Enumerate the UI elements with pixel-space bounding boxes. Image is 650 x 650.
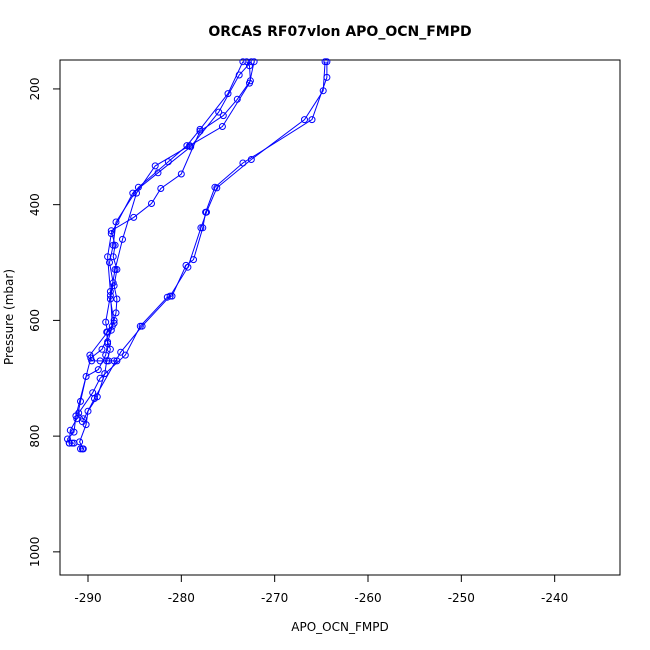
data-point (64, 435, 71, 443)
data-point (113, 357, 121, 365)
data-point (96, 357, 104, 365)
data-point (106, 292, 114, 299)
data-point (184, 263, 192, 271)
data-point (98, 345, 106, 353)
data-point (235, 71, 243, 79)
data-point (77, 445, 84, 453)
data-point (75, 409, 83, 417)
data-series (64, 58, 331, 453)
x-tick-label: -250 (448, 591, 475, 605)
data-point (239, 58, 247, 66)
data-point (78, 418, 86, 426)
x-tick-label: -280 (168, 591, 195, 605)
data-point (133, 189, 140, 197)
data-point (82, 373, 90, 380)
data-point (102, 318, 110, 326)
data-point (213, 184, 221, 192)
data-point (138, 322, 146, 330)
data-point (102, 351, 110, 359)
data-point (66, 426, 74, 434)
data-point (70, 428, 78, 436)
data-point (110, 282, 118, 290)
data-point (79, 415, 87, 423)
y-tick-label: 200 (28, 77, 42, 100)
data-point (107, 230, 115, 238)
data-point (111, 266, 119, 273)
data-point (108, 322, 116, 330)
data-point (250, 58, 258, 66)
data-point (166, 292, 174, 300)
data-point (101, 370, 109, 378)
data-point (106, 345, 114, 353)
data-point (157, 185, 165, 192)
y-tick-label: 600 (28, 309, 42, 332)
profile-series (86, 58, 258, 365)
data-point (130, 213, 138, 221)
profile-line (78, 61, 328, 420)
data-point (129, 189, 137, 197)
profile-series (64, 58, 255, 447)
data-point (117, 348, 125, 356)
profile-line (66, 61, 252, 444)
data-point (91, 395, 98, 402)
data-point (196, 125, 204, 133)
data-point (243, 58, 251, 66)
data-point (104, 328, 112, 336)
y-tick-label: 400 (28, 193, 42, 216)
data-point (308, 116, 316, 124)
data-point (197, 224, 205, 232)
chart-title: ORCAS RF07vlon APO_OCN_FMPD (208, 24, 471, 40)
data-point (148, 200, 155, 207)
x-axis: -290 -280 -270 -260 -250 -240 (74, 575, 568, 605)
data-point (319, 87, 327, 95)
x-tick-label: -240 (541, 591, 568, 605)
profile-series (78, 58, 329, 426)
data-point (111, 241, 119, 249)
data-point (94, 366, 102, 374)
y-tick-label: 1000 (28, 537, 42, 568)
data-point (246, 79, 253, 87)
data-point (151, 162, 159, 170)
data-point (119, 235, 126, 243)
data-point (104, 253, 112, 261)
data-point (70, 439, 78, 447)
x-tick-label: -290 (74, 591, 101, 605)
data-point (215, 108, 223, 116)
data-point (109, 241, 117, 249)
data-point (177, 170, 185, 178)
profile-line (81, 61, 326, 422)
x-tick-label: -260 (354, 591, 381, 605)
data-point (186, 142, 194, 150)
data-point (219, 112, 227, 120)
data-point (110, 357, 118, 365)
x-axis-label: APO_OCN_FMPD (291, 620, 388, 634)
profile-series (76, 58, 254, 453)
data-point (301, 116, 308, 124)
data-point (247, 58, 255, 66)
data-point (96, 374, 104, 382)
data-point (84, 407, 92, 415)
x-tick-label: -270 (261, 591, 288, 605)
data-point (87, 354, 95, 362)
y-tick-label: 800 (28, 425, 42, 448)
data-point (203, 208, 210, 216)
data-point (247, 156, 255, 163)
profile-line (68, 61, 244, 444)
data-point (79, 445, 87, 453)
profile-line (79, 61, 251, 450)
data-point (65, 439, 73, 447)
data-point (154, 169, 162, 177)
y-axis: 200 400 600 800 1000 (28, 77, 60, 567)
data-point (199, 224, 207, 232)
y-axis-label: Pressure (mbar) (2, 269, 16, 365)
data-point (321, 58, 329, 66)
plot-frame (59, 59, 621, 576)
data-point (218, 123, 226, 130)
data-point (224, 90, 232, 98)
profile-series (65, 58, 247, 447)
data-point (88, 357, 96, 365)
